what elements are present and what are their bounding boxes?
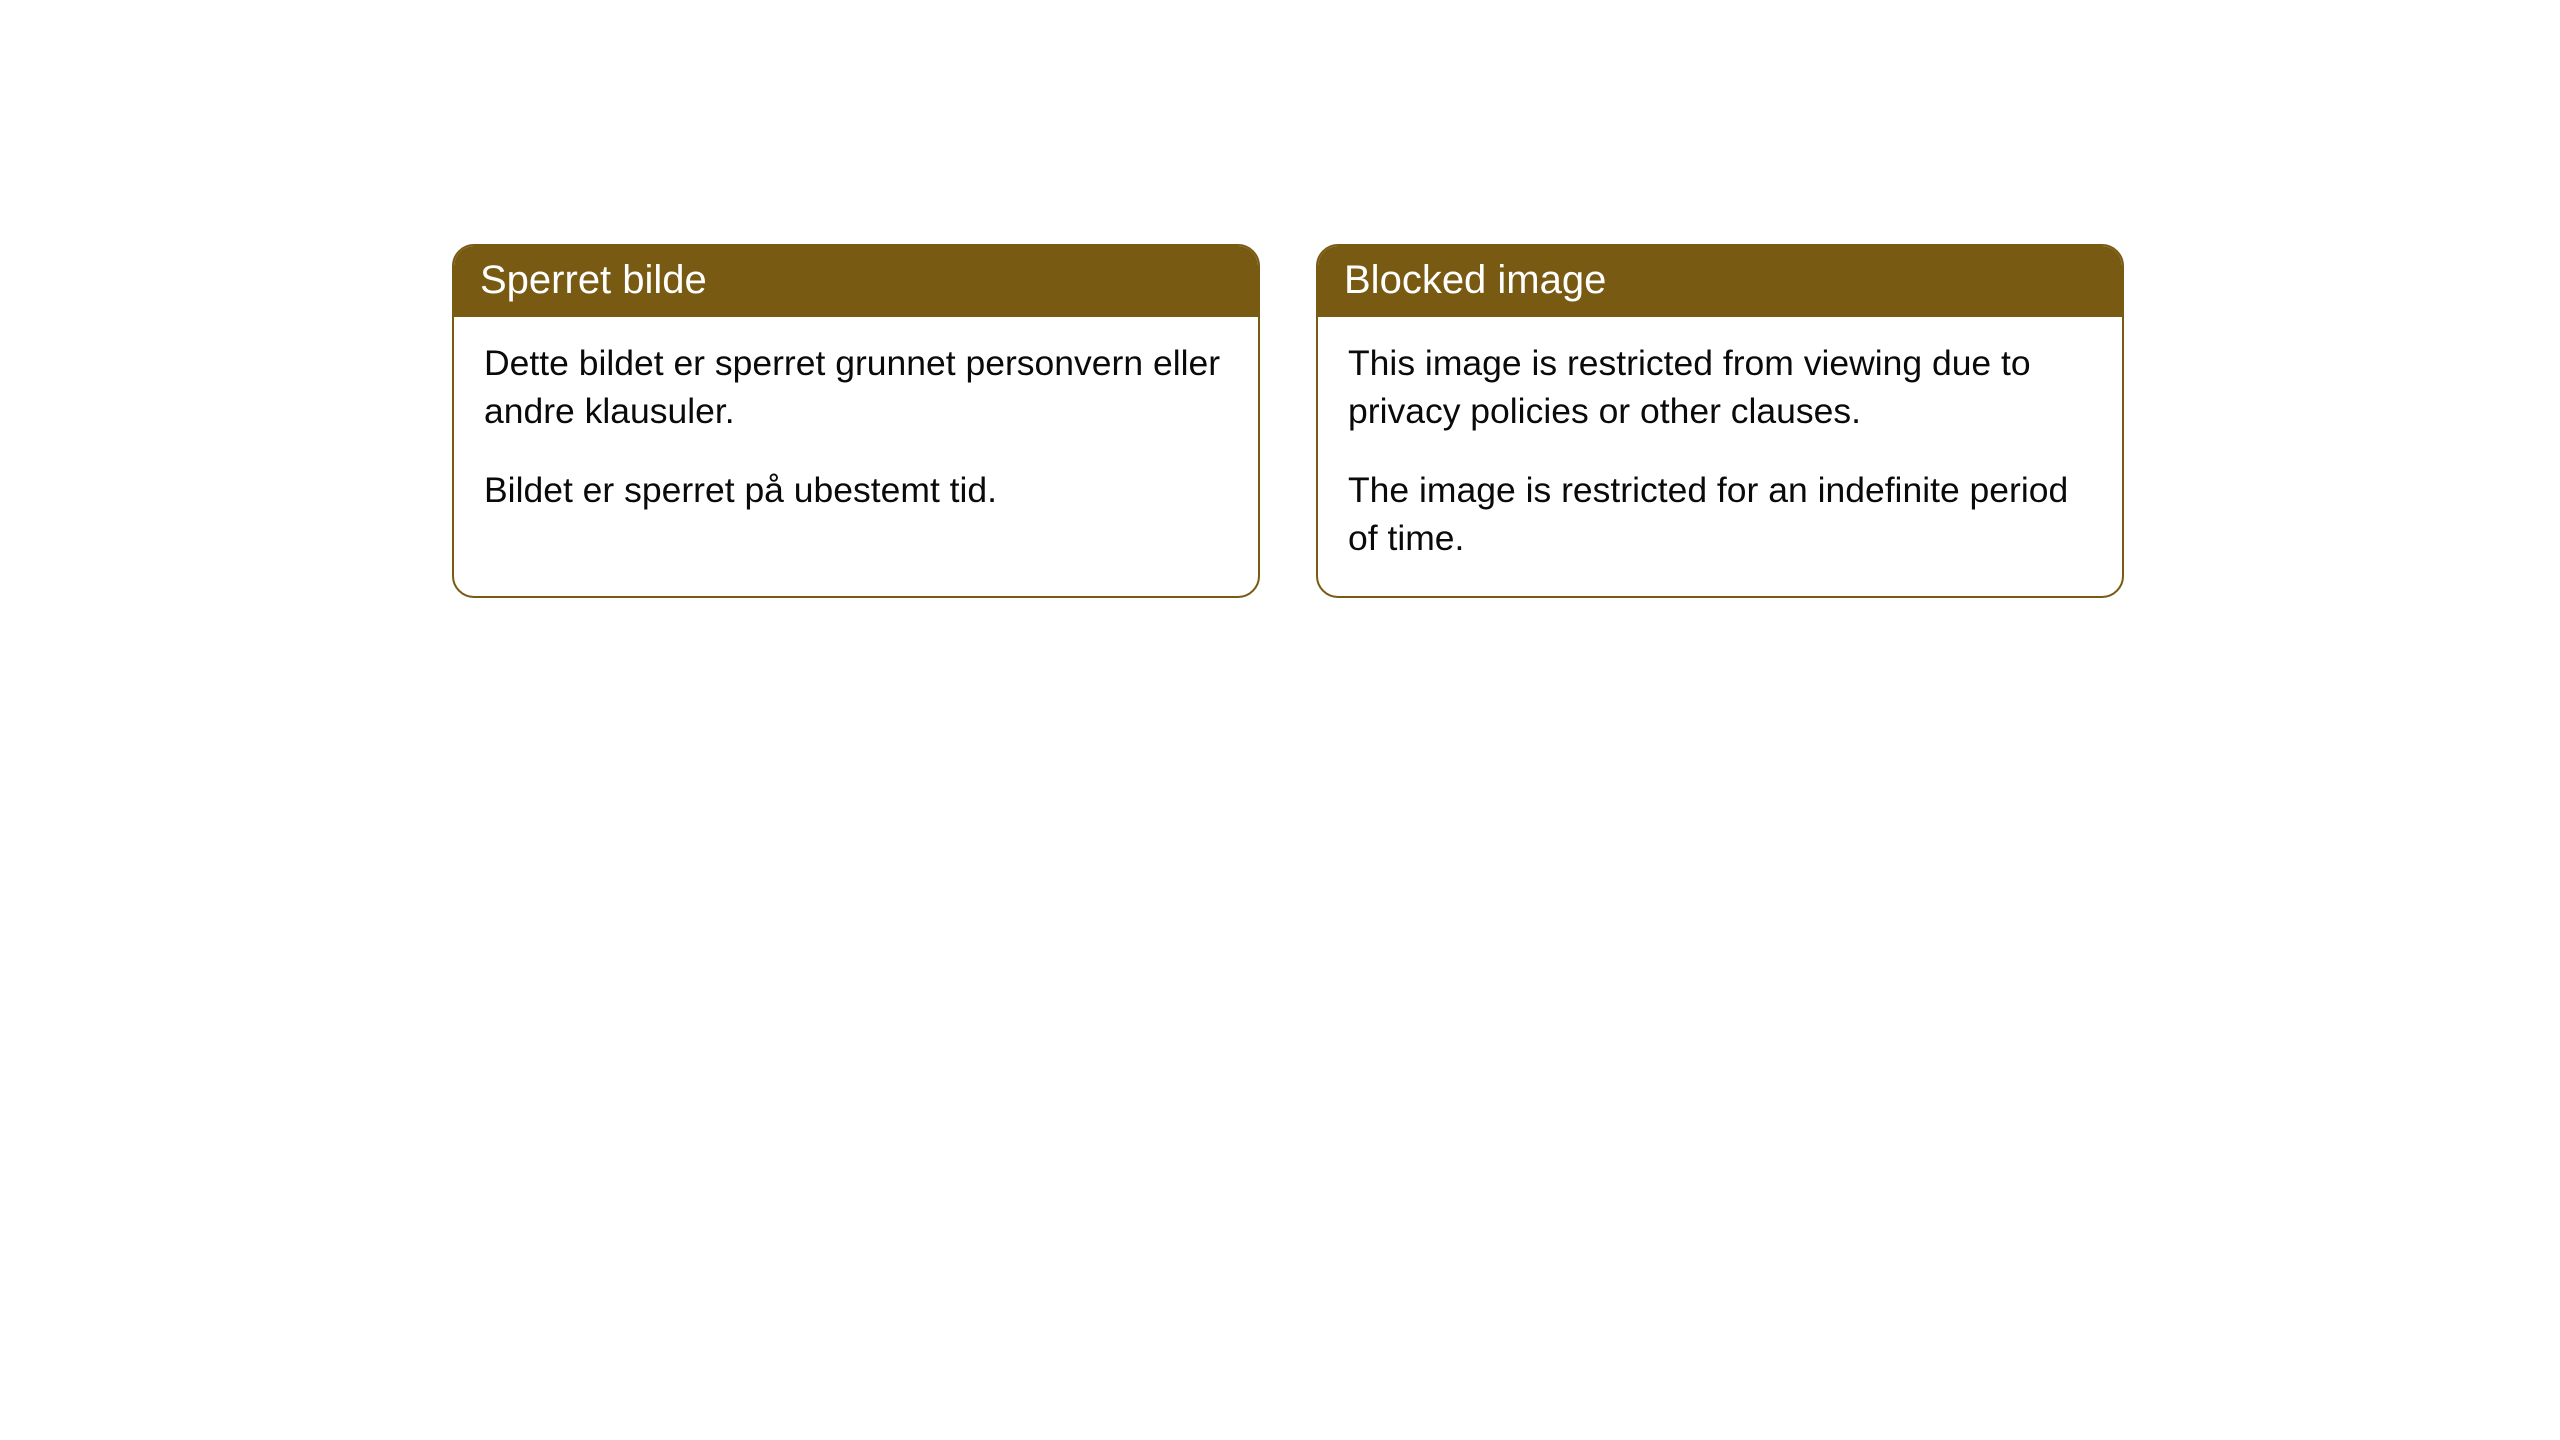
card-text-para2: Bildet er sperret på ubestemt tid.: [484, 466, 1228, 514]
card-header-norwegian: Sperret bilde: [454, 246, 1258, 317]
card-text-para1: This image is restricted from viewing du…: [1348, 339, 2092, 436]
notice-container: Sperret bilde Dette bildet er sperret gr…: [0, 0, 2560, 598]
card-body-norwegian: Dette bildet er sperret grunnet personve…: [454, 317, 1258, 548]
card-header-english: Blocked image: [1318, 246, 2122, 317]
card-title: Blocked image: [1344, 258, 1606, 302]
blocked-image-card-english: Blocked image This image is restricted f…: [1316, 244, 2124, 598]
card-text-para2: The image is restricted for an indefinit…: [1348, 466, 2092, 563]
blocked-image-card-norwegian: Sperret bilde Dette bildet er sperret gr…: [452, 244, 1260, 598]
card-text-para1: Dette bildet er sperret grunnet personve…: [484, 339, 1228, 436]
card-body-english: This image is restricted from viewing du…: [1318, 317, 2122, 596]
card-title: Sperret bilde: [480, 258, 707, 302]
